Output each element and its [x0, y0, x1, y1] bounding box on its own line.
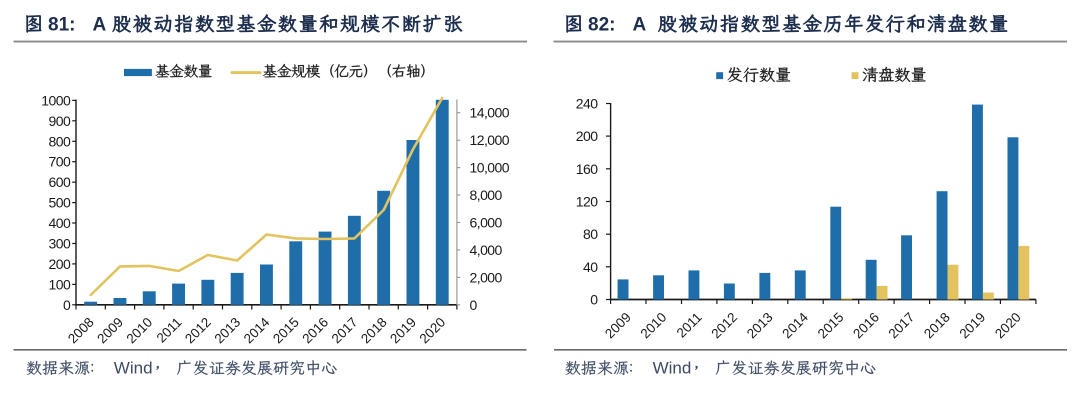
svg-text:200: 200 — [576, 128, 598, 144]
svg-text:900: 900 — [48, 113, 70, 129]
svg-text:Wind: Wind — [653, 359, 692, 378]
svg-text:2,000: 2,000 — [470, 269, 503, 285]
svg-text:12,000: 12,000 — [470, 132, 510, 148]
svg-text:200: 200 — [48, 256, 70, 272]
svg-text:160: 160 — [576, 161, 598, 177]
svg-text:0: 0 — [590, 292, 598, 308]
svg-text:600: 600 — [48, 174, 70, 190]
svg-text:10,000: 10,000 — [470, 160, 510, 176]
svg-text:A: A — [93, 15, 107, 36]
svg-text:80: 80 — [583, 226, 598, 242]
svg-text:300: 300 — [48, 236, 70, 252]
svg-text:700: 700 — [48, 154, 70, 170]
svg-text:500: 500 — [48, 195, 70, 211]
svg-text:40: 40 — [583, 259, 598, 275]
svg-text:120: 120 — [576, 194, 598, 210]
svg-text:A: A — [633, 15, 647, 36]
svg-text:82:: 82: — [588, 15, 615, 36]
svg-text:Wind: Wind — [114, 359, 153, 378]
svg-text:81:: 81: — [48, 15, 75, 36]
svg-text:400: 400 — [48, 215, 70, 231]
svg-text:8,000: 8,000 — [470, 187, 503, 203]
svg-text:14,000: 14,000 — [470, 105, 510, 121]
svg-text:6,000: 6,000 — [470, 215, 503, 231]
svg-text:0: 0 — [470, 297, 478, 313]
svg-text:800: 800 — [48, 133, 70, 149]
svg-text:1000: 1000 — [41, 92, 71, 108]
svg-text:4,000: 4,000 — [470, 242, 503, 258]
svg-text:240: 240 — [576, 96, 598, 112]
svg-text:0: 0 — [63, 297, 71, 313]
svg-text:100: 100 — [48, 276, 70, 292]
